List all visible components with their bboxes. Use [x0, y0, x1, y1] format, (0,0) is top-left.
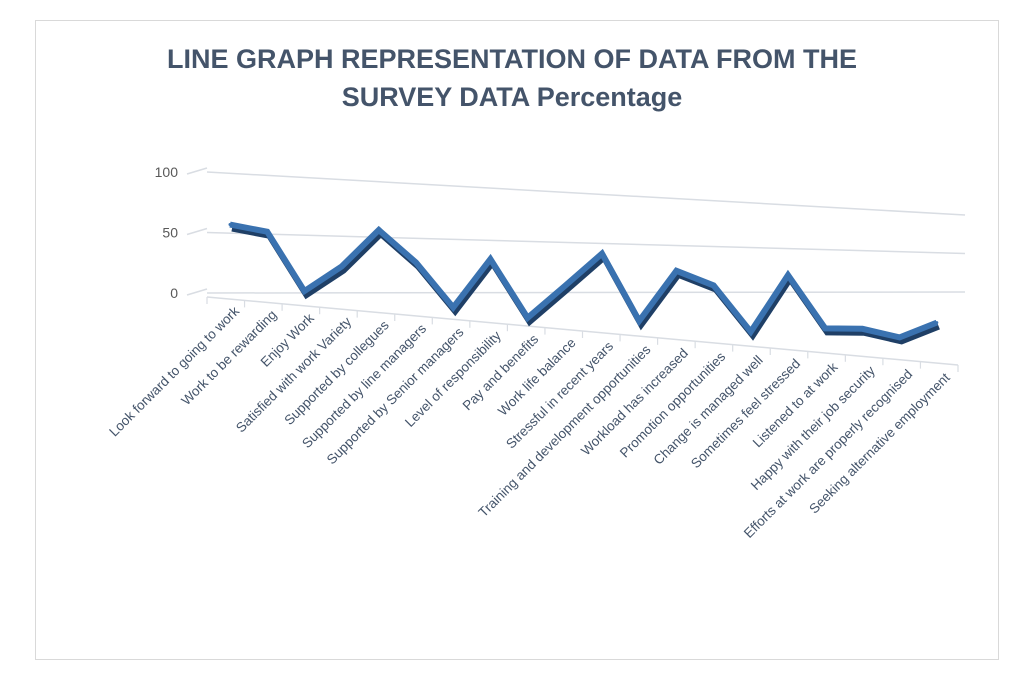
- data-point: [786, 273, 790, 277]
- data-point: [414, 260, 418, 264]
- data-point: [749, 330, 753, 334]
- data-point: [488, 257, 492, 261]
- chart-title-line-2: SURVEY DATA Percentage: [342, 82, 683, 112]
- data-point: [563, 284, 567, 288]
- data-point: [823, 326, 827, 330]
- data-point: [860, 327, 864, 331]
- chart-title-line-1: LINE GRAPH REPRESENTATION OF DATA FROM T…: [167, 44, 857, 74]
- data-point: [712, 283, 716, 287]
- data-point: [451, 305, 455, 309]
- data-point: [898, 335, 902, 339]
- data-point: [600, 252, 604, 256]
- gridline: [206, 171, 966, 216]
- gridline: [206, 231, 966, 255]
- x-category-label: Pay and benefits: [460, 331, 542, 413]
- gridline: [206, 291, 966, 294]
- data-point: [674, 269, 678, 273]
- gridline-side: [186, 227, 208, 236]
- y-tick-label: 0: [170, 285, 178, 301]
- y-tick-label: 100: [155, 164, 179, 180]
- series-line: [229, 221, 938, 341]
- data-point: [228, 223, 232, 227]
- data-point: [377, 228, 381, 232]
- data-point: [526, 316, 530, 320]
- gridline-side: [186, 167, 208, 175]
- data-point: [935, 321, 939, 325]
- y-tick-label: 50: [162, 225, 178, 241]
- data-point: [265, 230, 269, 234]
- chart-frame: [35, 20, 999, 660]
- data-point: [302, 289, 306, 293]
- data-point: [340, 265, 344, 269]
- gridline-side: [186, 288, 208, 296]
- data-point: [637, 319, 641, 323]
